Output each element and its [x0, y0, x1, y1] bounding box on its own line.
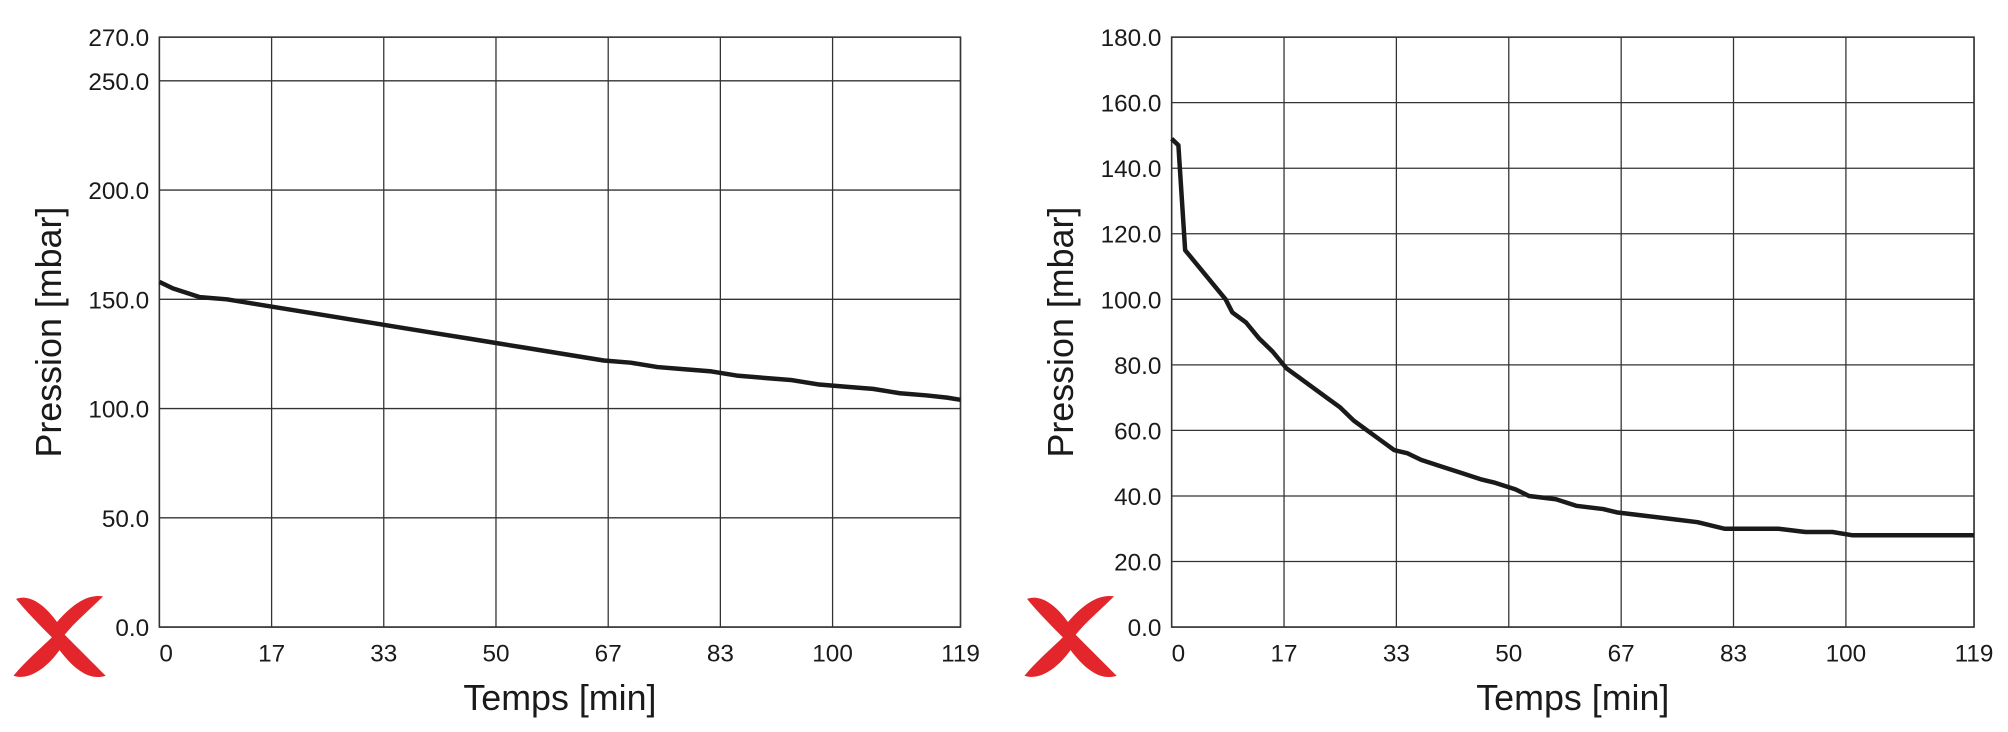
x-tick-label: 100: [1826, 641, 1867, 668]
x-axis-title: Temps [min]: [463, 678, 656, 718]
x-tick-label: 50: [1495, 641, 1522, 668]
y-tick-label: 250.0: [88, 69, 149, 96]
x-tick-label: 17: [1271, 641, 1298, 668]
y-tick-label: 120.0: [1101, 222, 1162, 249]
x-tick-label: 0: [1172, 641, 1186, 668]
x-tick-label: 33: [370, 641, 397, 668]
x-tick-label: 33: [1383, 641, 1410, 668]
x-tick-label: 67: [1608, 641, 1635, 668]
x-tick-label: 83: [707, 641, 734, 668]
y-tick-label: 40.0: [1114, 484, 1161, 511]
x-tick-label: 17: [258, 641, 285, 668]
x-tick-label: 83: [1720, 641, 1747, 668]
y-tick-label: 20.0: [1114, 549, 1161, 576]
y-tick-label: 0.0: [115, 615, 149, 642]
data-line: [1170, 137, 1975, 538]
x-axis-title: Temps [min]: [1476, 678, 1669, 718]
y-tick-label: 0.0: [1128, 615, 1162, 642]
plot-area: [1170, 36, 1975, 628]
y-tick-label: 200.0: [88, 178, 149, 205]
plot-area: [158, 36, 962, 628]
y-tick-label: 60.0: [1114, 418, 1161, 445]
data-line: [158, 279, 961, 403]
error-icon: [13, 595, 106, 677]
y-axis-title: Pression [mbar]: [1041, 207, 1081, 458]
y-tick-label: 50.0: [102, 506, 149, 533]
x-tick-label: 0: [159, 641, 173, 668]
y-tick-label: 160.0: [1101, 91, 1162, 118]
y-axis-title: Pression [mbar]: [29, 207, 69, 458]
y-tick-label: 100.0: [88, 397, 149, 424]
x-tick-label: 119: [941, 641, 980, 668]
y-tick-label: 180.0: [1101, 25, 1162, 52]
x-tick-label: 67: [595, 641, 622, 668]
y-tick-label: 140.0: [1101, 156, 1162, 183]
y-tick-label: 270.0: [88, 25, 149, 52]
x-tick-label: 100: [812, 641, 853, 668]
y-tick-label: 100.0: [1101, 287, 1162, 314]
y-tick-label: 80.0: [1114, 353, 1161, 380]
x-tick-label: 50: [482, 641, 509, 668]
y-tick-label: 150.0: [88, 287, 149, 314]
error-icon: [1024, 595, 1117, 677]
x-tick-label: 119: [1955, 641, 1994, 668]
